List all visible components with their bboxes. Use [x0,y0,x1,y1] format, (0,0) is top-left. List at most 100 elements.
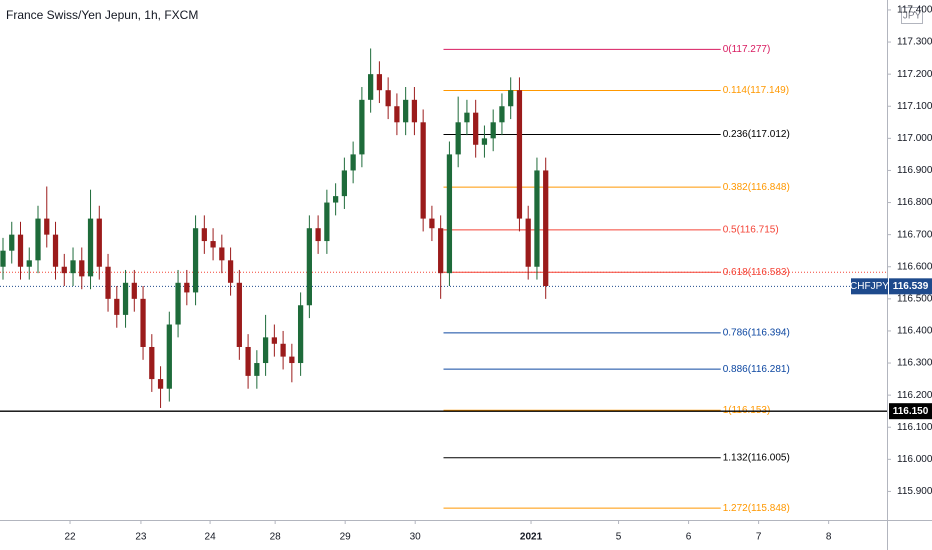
x-tick-label: 24 [205,532,217,543]
candle-body [149,346,155,380]
candle-body [376,74,383,91]
y-tick-label: 117.400 [897,5,932,16]
candle-body [262,337,269,364]
candle-body [490,122,496,139]
symbol-label: CHFJPY [850,281,889,292]
candle-body [324,202,330,242]
candle-body [254,363,260,376]
candle-body [236,282,242,347]
candle-body [499,106,505,123]
y-tick-label: 116.800 [897,197,932,208]
candle-body [332,196,339,203]
candle-body [79,260,85,277]
candle-body [227,260,234,283]
currency-box[interactable] [901,7,923,24]
candle-body [131,282,137,299]
y-tick-label: 117.100 [897,101,932,112]
candle-body [87,218,94,277]
fib-label: 1.272(115.848) [723,503,790,514]
candle-body [122,282,129,315]
hline-label: 116.150 [893,406,929,417]
y-tick-label: 116.900 [897,165,932,176]
y-tick-label: 116.200 [897,390,932,401]
candle-body [297,305,304,364]
candle-body [543,170,549,286]
x-tick-label: 29 [340,532,352,543]
candle-body [157,379,164,389]
candle-body [368,74,374,100]
y-tick-label: 116.100 [897,422,932,433]
x-tick-label: 28 [270,532,282,543]
candle-body [429,218,435,229]
x-tick-label: 5 [616,532,622,543]
y-tick-label: 116.500 [897,293,932,304]
candle-body [289,356,295,364]
x-tick-label: 6 [686,532,692,543]
candle-body [315,228,321,242]
candle-body [61,266,67,274]
candle-body [271,337,277,344]
fib-label: 0.886(116.281) [723,364,790,375]
candle-body [306,228,312,306]
chart-title: France Swiss/Yen Jepun, 1h, FXCM [6,8,198,22]
candle-body [359,99,365,155]
x-tick-label: 2021 [520,532,543,543]
candle-body [17,234,24,267]
y-tick-label: 117.000 [897,133,932,144]
candle-body [280,343,286,357]
fib-label: 0.5(116.715) [723,224,779,235]
y-tick-label: 116.600 [897,261,932,272]
fib-label: 0.114(117.149) [723,85,789,96]
fib-label: 0(117.277) [723,44,771,55]
candle-body [394,106,400,123]
candle-body [184,282,190,293]
candle-body [9,234,15,251]
candle-body [516,90,523,219]
fib-label: 0.786(116.394) [723,328,790,339]
candle-body [525,218,531,267]
candle-body [420,122,426,219]
candle-body [446,154,453,274]
y-tick-label: 115.900 [897,486,932,497]
fib-label: 0.236(117.012) [723,129,790,140]
price-label: 116.539 [893,281,929,292]
candle-body [26,260,32,267]
candle-body [438,228,444,274]
candle-body [464,112,470,123]
x-tick-label: 7 [756,532,762,543]
candle-body [403,99,409,123]
candle-body [166,324,172,389]
candle-body [350,154,356,171]
fib-label: 0.382(116.848) [723,182,790,193]
y-tick-label: 116.400 [897,326,932,337]
x-tick-label: 30 [410,532,422,543]
candle-body [175,282,181,325]
candle-body [508,90,514,107]
candle-body [210,241,216,248]
fib-label: 1(116.153) [723,405,771,416]
fib-label: 0.618(116.583) [723,267,790,278]
y-tick-label: 116.000 [897,454,932,465]
candle-body [473,112,479,145]
candle-body [52,234,59,267]
candle-body [245,346,251,376]
candle-body [96,218,102,267]
candle-body [341,170,348,197]
currency-label[interactable]: JPY [903,11,922,22]
candle-body [385,90,391,107]
fib-label: 1.132(116.005) [723,452,790,463]
candle-body [534,170,540,267]
x-tick-label: 22 [64,532,76,543]
candle-body [455,122,461,155]
price-badge [889,278,932,295]
candle-body [219,247,225,261]
hline-badge [889,403,932,420]
y-tick-label: 117.300 [897,37,932,48]
y-tick-label: 117.200 [897,69,932,80]
candle-body [0,250,6,267]
x-tick-label: 8 [826,532,832,543]
candle-body [201,228,207,242]
candle-body [105,266,111,299]
